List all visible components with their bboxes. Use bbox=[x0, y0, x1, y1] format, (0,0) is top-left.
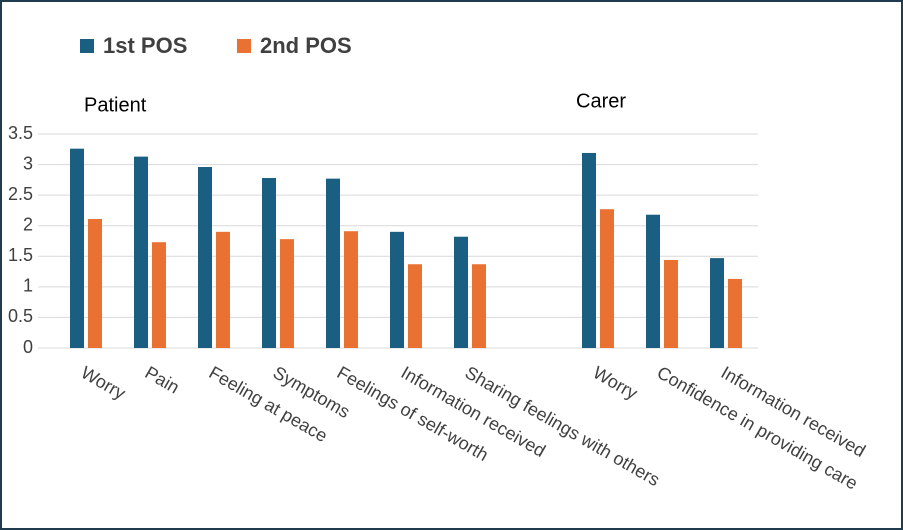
y-tick-label: 3.5 bbox=[8, 123, 33, 143]
bar bbox=[710, 258, 724, 348]
y-tick-label: 0.5 bbox=[8, 306, 33, 326]
bar bbox=[664, 259, 678, 348]
group-label: Carer bbox=[576, 90, 626, 112]
bar bbox=[344, 231, 358, 348]
y-tick-label: 0 bbox=[23, 337, 33, 357]
legend-label: 1st POS bbox=[103, 33, 187, 58]
legend-swatch bbox=[237, 39, 251, 53]
y-tick-label: 3 bbox=[23, 153, 33, 173]
bar bbox=[472, 264, 486, 348]
y-tick-label: 1.5 bbox=[8, 245, 33, 265]
y-tick-label: 1 bbox=[23, 276, 33, 296]
bar bbox=[646, 214, 660, 348]
bar bbox=[134, 156, 148, 348]
bar bbox=[582, 152, 596, 348]
bar bbox=[326, 178, 340, 348]
bar bbox=[70, 148, 84, 348]
bar bbox=[408, 264, 422, 348]
bar bbox=[728, 278, 742, 348]
bar bbox=[88, 218, 102, 348]
bar bbox=[262, 178, 276, 348]
bar bbox=[600, 209, 614, 348]
bar bbox=[152, 242, 166, 348]
bar bbox=[280, 239, 294, 348]
bar bbox=[198, 167, 212, 348]
y-tick-label: 2.5 bbox=[8, 184, 33, 204]
bar bbox=[454, 236, 468, 348]
legend-label: 2nd POS bbox=[260, 33, 352, 58]
group-label: Patient bbox=[84, 94, 147, 116]
y-tick-label: 2 bbox=[23, 214, 33, 234]
bar bbox=[216, 231, 230, 348]
legend-swatch bbox=[80, 39, 94, 53]
bar bbox=[390, 231, 404, 348]
